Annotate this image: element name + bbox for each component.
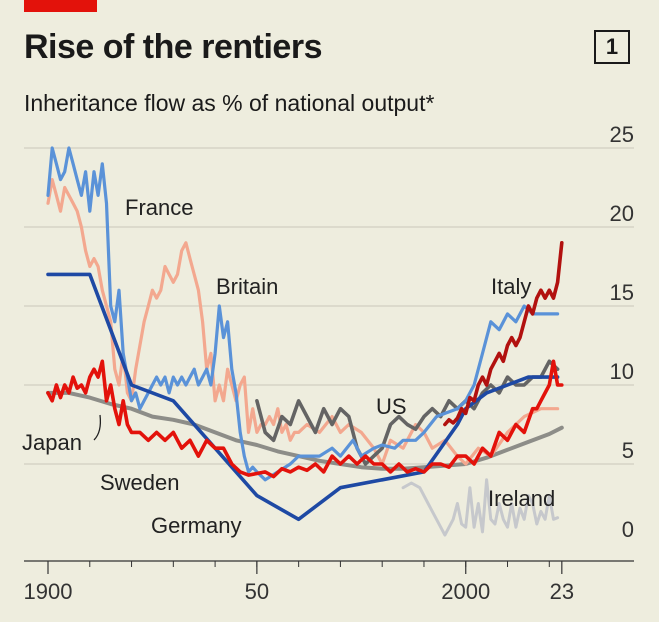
series-line-sweden xyxy=(46,359,564,479)
series-label-sweden: Sweden xyxy=(100,470,180,495)
series-line-france xyxy=(46,146,560,482)
chart-title: Rise of the rentiers xyxy=(24,28,322,66)
y-tick-label-0: 0 xyxy=(622,517,634,542)
y-tick-label-25: 25 xyxy=(610,122,634,147)
series-label-france: France xyxy=(125,195,193,220)
series-label-ireland: Ireland xyxy=(488,486,555,511)
series-label-italy: Italy xyxy=(491,274,531,299)
series-lines xyxy=(46,146,564,537)
series-labels: France Britain Italy US Japan Sweden Germany Ir… xyxy=(22,195,555,538)
series-label-britain: Britain xyxy=(216,274,278,299)
series-line-japan xyxy=(46,390,564,471)
series-line-britain xyxy=(46,178,560,466)
y-tick-label-5: 5 xyxy=(622,438,634,463)
x-tick-label-2023: 23 xyxy=(550,579,574,604)
series-line-italy xyxy=(443,241,564,427)
x-tick-label-1900: 1900 xyxy=(24,579,73,604)
y-tick-label-15: 15 xyxy=(610,280,634,305)
series-label-japan: Japan xyxy=(22,430,82,455)
chart-number-badge: 1 xyxy=(594,30,630,64)
chart-subtitle: Inheritance flow as % of national output… xyxy=(24,90,435,116)
x-axis: 1900 50 2000 23 xyxy=(24,560,634,604)
series-label-us: US xyxy=(376,394,407,419)
japan-leader-line xyxy=(93,414,102,441)
series-line-us xyxy=(255,359,560,466)
brand-red-tab xyxy=(24,0,97,12)
series-label-germany: Germany xyxy=(151,513,241,538)
y-tick-label-20: 20 xyxy=(610,201,634,226)
y-tick-label-10: 10 xyxy=(610,359,634,384)
series-line-germany xyxy=(46,272,560,522)
series-line-ireland xyxy=(401,478,560,537)
x-tick-label-2000: 2000 xyxy=(441,579,490,604)
x-tick-label-1950: 50 xyxy=(245,579,269,604)
